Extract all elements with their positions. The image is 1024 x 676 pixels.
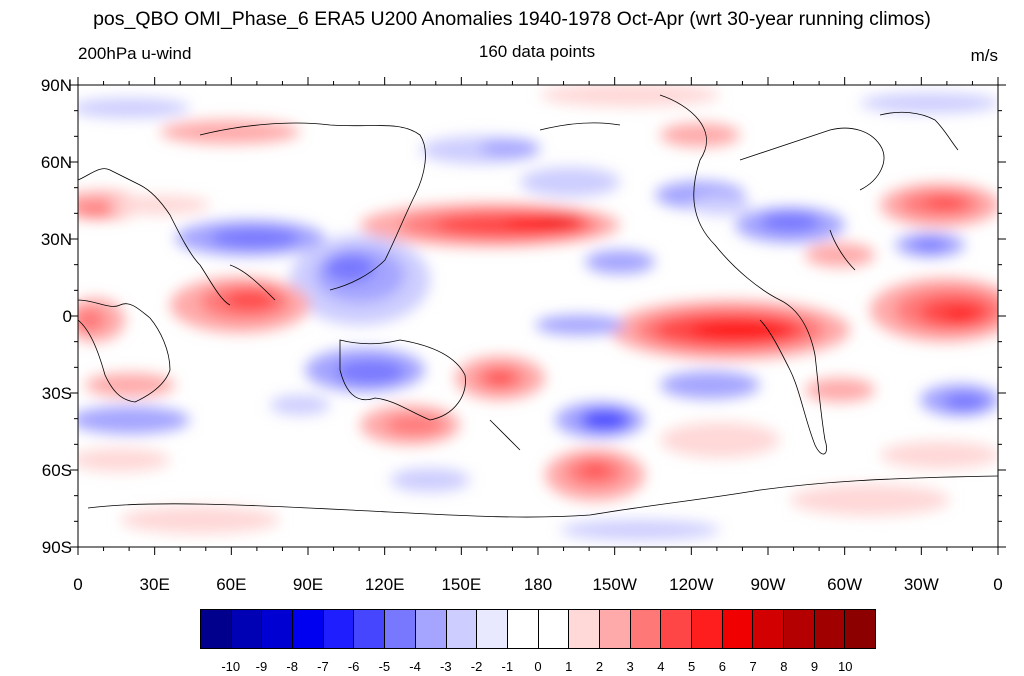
colorbar-label: 6 (718, 659, 726, 674)
colorbar-label: 7 (749, 659, 757, 674)
colorbar-cell (814, 610, 846, 648)
lat-label: 30N (41, 230, 72, 249)
colorbar-label: -5 (378, 659, 391, 674)
colorbar-cell (446, 610, 478, 648)
lon-label: 180 (524, 575, 552, 594)
colorbar-label: -3 (440, 659, 452, 674)
lat-label: 90N (41, 76, 72, 95)
lon-label: 60W (827, 575, 862, 594)
colorbar-cell (262, 610, 294, 648)
units-label: m/s (970, 46, 998, 65)
anomaly-map: 90N 60N 30N 0 30S 60S 90S 0 30E 60E 90E 120E 150E 18… (41, 76, 1006, 594)
center-subtitle: 160 data points (478, 42, 596, 61)
colorbar-label: 4 (657, 659, 665, 674)
lon-label: 90W (751, 575, 786, 594)
left-subtitle: 200hPa u-wind (78, 44, 192, 63)
colorbar-cell (201, 610, 232, 648)
colorbar-label: 10 (838, 659, 853, 674)
lon-label: 0 (73, 575, 82, 594)
colorbar-label: -7 (317, 659, 329, 674)
lat-label: 90S (42, 538, 72, 557)
colorbar-cell (231, 610, 263, 648)
latitude-labels: 90N 60N 30N 0 30S 60S 90S (41, 76, 72, 557)
colorbar-cell (845, 610, 876, 648)
colorbar (200, 609, 876, 649)
lon-label: 30E (140, 575, 170, 594)
lon-label: 90E (293, 575, 323, 594)
lon-label: 150W (592, 575, 636, 594)
lat-label: 60N (41, 153, 72, 172)
colorbar-cell (661, 610, 692, 648)
lat-label: 60S (42, 461, 72, 480)
colorbar-cell (599, 610, 631, 648)
colorbar-cell (538, 610, 570, 648)
colorbar-label: 9 (810, 659, 819, 674)
colorbar-label: -8 (286, 659, 298, 674)
colorbar-label: -1 (501, 659, 514, 674)
lon-label: 60E (216, 575, 246, 594)
colorbar-cell (569, 610, 600, 648)
lat-label: 30S (42, 384, 72, 403)
colorbar-label: -6 (347, 659, 360, 674)
colorbar-cell (784, 610, 815, 648)
colorbar-cell (415, 610, 447, 648)
longitude-labels: 0 30E 60E 90E 120E 150E 180 150W 120W 90W 60W 30W 0 (73, 575, 1002, 594)
colorbar-label: -4 (409, 659, 421, 674)
lon-label: 0 (993, 575, 1002, 594)
colorbar-label: 1 (565, 659, 573, 674)
lat-label: 0 (63, 307, 72, 326)
colorbar-label: -10 (221, 659, 241, 674)
colorbar-label: 0 (534, 659, 542, 674)
lon-label: 120E (365, 575, 405, 594)
colorbar-cell (385, 610, 416, 648)
colorbar-label: -2 (470, 659, 483, 674)
colorbar-label: 8 (780, 659, 788, 674)
colorbar-cell (753, 610, 785, 648)
colorbar-cell (477, 610, 508, 648)
colorbar-cell (692, 610, 723, 648)
colorbar-label: -9 (255, 659, 268, 674)
colorbar-label: 2 (595, 659, 604, 674)
lon-label: 30W (904, 575, 939, 594)
anomaly-field (78, 85, 998, 540)
axis-ticks (70, 77, 1006, 555)
lon-label: 150E (441, 575, 481, 594)
colorbar-label: 5 (688, 659, 696, 674)
colorbar-cell (354, 610, 386, 648)
colorbar-cell (722, 610, 754, 648)
plot-title: pos_QBO OMI_Phase_6 ERA5 U200 Anomalies … (93, 8, 931, 30)
colorbar-label: 3 (626, 659, 634, 674)
colorbar-cell (630, 610, 662, 648)
coastlines (78, 94, 998, 518)
colorbar-cell (507, 610, 539, 648)
colorbar-cell (323, 610, 355, 648)
colorbar-cell (293, 610, 324, 648)
lon-label: 120W (669, 575, 713, 594)
